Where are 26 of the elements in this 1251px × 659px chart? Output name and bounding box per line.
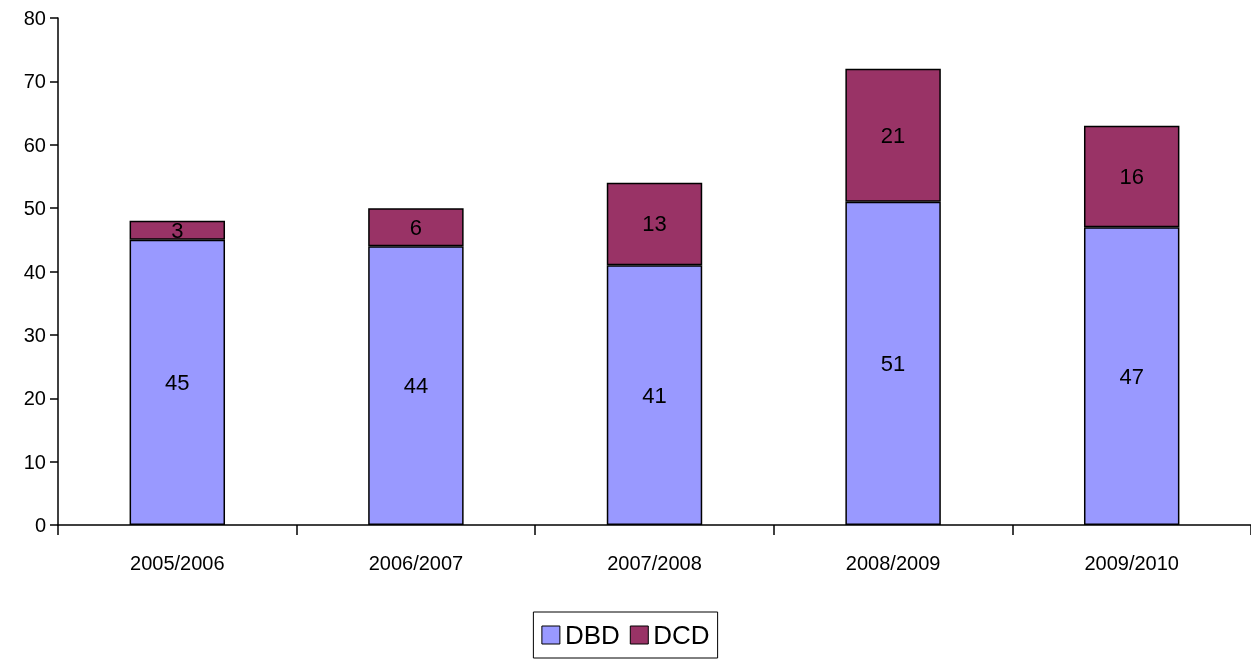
y-tick-label: 70 <box>23 70 46 93</box>
x-tick-label: 2009/2010 <box>1084 552 1179 574</box>
legend-label: DBD <box>564 620 620 650</box>
data-label: 13 <box>642 211 667 237</box>
y-tick-label: 40 <box>23 260 46 283</box>
data-label: 44 <box>403 373 429 399</box>
y-tick-label: 20 <box>23 387 46 410</box>
x-tick-label: 2008/2009 <box>845 552 941 574</box>
x-tick-label: 2005/2006 <box>130 552 225 574</box>
data-label: 3 <box>171 217 184 243</box>
data-label: 16 <box>1119 163 1144 189</box>
y-tick-label: 80 <box>23 7 46 29</box>
legend-label: DCD <box>653 620 710 650</box>
data-label: 45 <box>165 369 190 395</box>
y-tick-label: 50 <box>23 197 46 220</box>
x-tick-label: 2007/2008 <box>607 552 702 574</box>
data-label: 21 <box>880 122 906 148</box>
y-tick-label: 0 <box>34 514 46 536</box>
data-label: 47 <box>1119 363 1144 389</box>
y-tick-label: 30 <box>23 323 46 346</box>
y-tick-label: 60 <box>23 133 46 156</box>
data-label: 6 <box>409 214 423 240</box>
data-label: 51 <box>880 350 906 376</box>
x-tick-label: 2006/2007 <box>368 552 464 574</box>
y-tick-label: 10 <box>23 450 46 473</box>
data-label: 41 <box>642 382 667 408</box>
